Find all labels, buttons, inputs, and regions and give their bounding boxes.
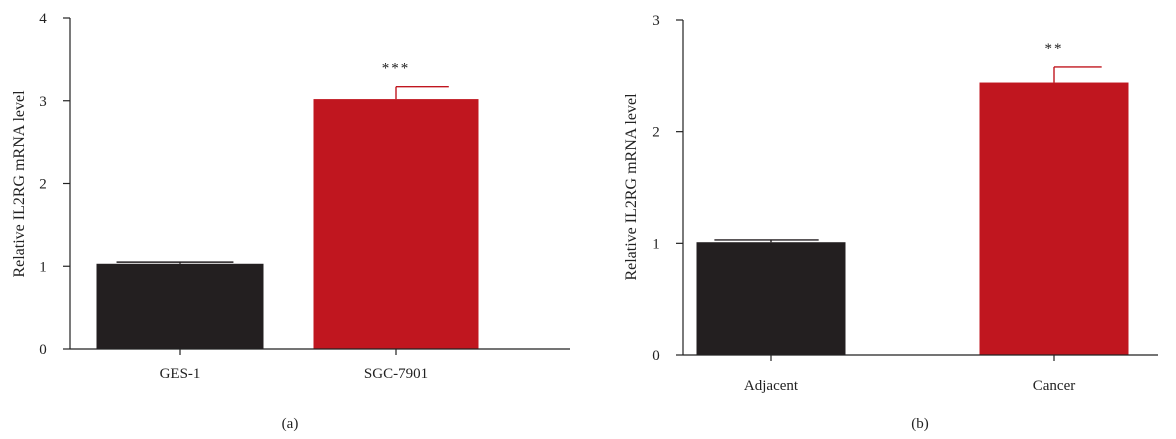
y-tick-label: 3: [652, 13, 660, 29]
bar-cancer: [979, 82, 1129, 356]
significance-label: **: [1045, 41, 1064, 57]
y-tick-label: 0: [39, 342, 47, 358]
bar-sgc-7901: [313, 99, 479, 349]
bar-adjacent: [696, 242, 846, 355]
chart-panel-b: Adjacent ** Cancer 0 1 2 3 Relative IL2RG mRNA …: [623, 13, 1158, 432]
y-tick-label: 4: [39, 11, 47, 27]
chart-panel-a: GES-1 *** SGC-7901 0 1 2 3 4 Relative IL2RG mRNA…: [11, 11, 570, 432]
x-tick-label: GES-1: [160, 366, 201, 382]
x-tick-label: SGC-7901: [364, 366, 428, 382]
y-tick-label: 2: [39, 177, 47, 193]
y-tick-label: 1: [39, 259, 47, 275]
y-tick-label: 2: [652, 125, 660, 141]
x-tick-label: Cancer: [1033, 378, 1075, 394]
y-tick-label: 0: [652, 348, 660, 364]
y-axis-title: Relative IL2RG mRNA level: [11, 90, 28, 278]
panel-label: (b): [911, 416, 929, 432]
bar-ges-1: [96, 263, 264, 349]
y-tick-label: 3: [39, 94, 47, 110]
significance-label: ***: [382, 61, 411, 77]
y-tick-label: 1: [652, 236, 660, 252]
x-tick-label: Adjacent: [744, 378, 799, 394]
panel-label: (a): [282, 416, 299, 432]
y-axis-title: Relative IL2RG mRNA level: [623, 93, 640, 281]
